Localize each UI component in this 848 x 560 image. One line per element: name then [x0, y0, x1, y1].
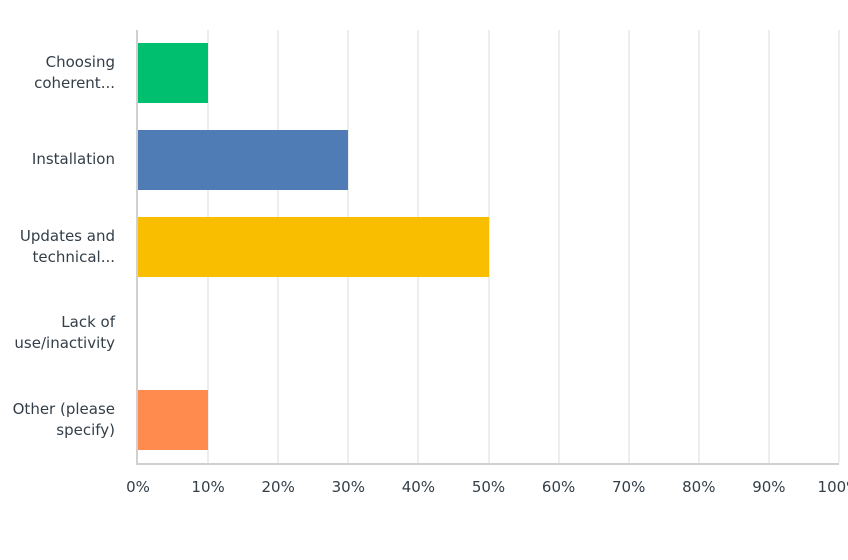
gridline	[697, 30, 700, 463]
gridline	[838, 30, 840, 463]
x-tick-label: 30%	[331, 478, 365, 496]
gridline	[767, 30, 770, 463]
category-label: Updates and technical...	[19, 226, 115, 266]
x-tick-label: 50%	[471, 478, 506, 496]
x-tick-label: 80%	[682, 478, 716, 496]
bar[interactable]	[138, 129, 349, 190]
x-axis-line	[136, 463, 839, 465]
plot-area	[136, 30, 840, 465]
category-label: Choosing coherent...	[34, 53, 115, 93]
bar[interactable]	[138, 43, 209, 104]
gridline	[487, 30, 490, 463]
x-tick-label: 10%	[191, 478, 225, 496]
bar[interactable]	[138, 216, 489, 277]
x-tick-label: 90%	[752, 478, 786, 496]
category-label: Installation	[31, 150, 115, 169]
category-label: Lack of use/inactivity	[14, 313, 115, 353]
bar[interactable]	[138, 389, 209, 450]
x-tick-label: 100%	[817, 478, 848, 496]
category-label: Other (please specify)	[12, 399, 115, 439]
gridline	[557, 30, 560, 463]
x-tick-label: 70%	[612, 478, 646, 496]
x-tick-label: 0%	[126, 478, 150, 496]
gridline	[627, 30, 630, 463]
x-tick-label: 60%	[541, 478, 576, 496]
y-axis-line	[136, 30, 138, 465]
x-tick-label: 40%	[401, 478, 436, 496]
x-tick-label: 20%	[261, 478, 295, 496]
